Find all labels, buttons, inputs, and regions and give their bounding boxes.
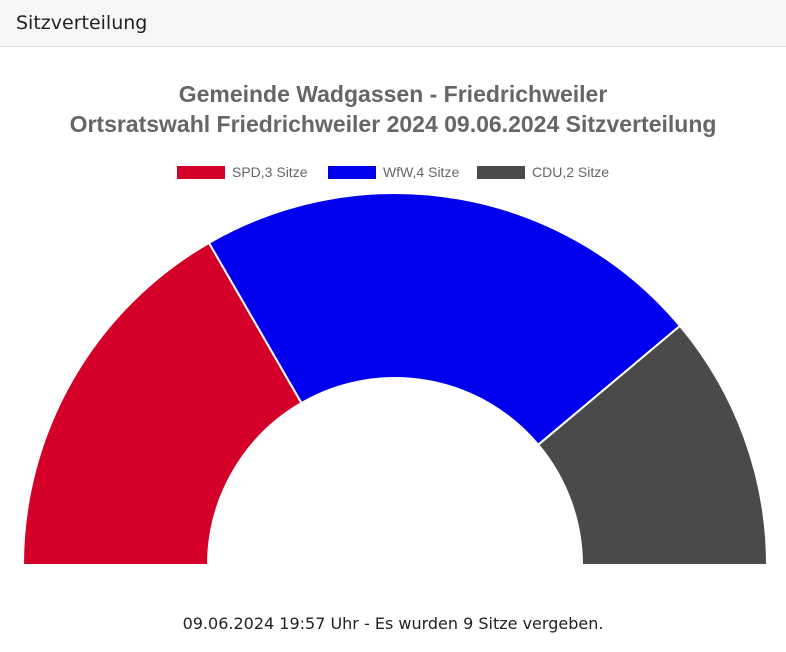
panel-title: Sitzverteilung [16,12,148,34]
legend-swatch-wfw [328,166,376,179]
legend-label-cdu: CDU,2 Sitze [532,164,610,180]
legend-label-spd: SPD,3 Sitze [232,164,308,180]
seat-segment-wfw[interactable] [207,192,682,447]
legend-swatch-spd [177,166,225,179]
panel-header: Sitzverteilung [0,0,786,47]
seat-segment-cdu[interactable] [536,324,769,566]
legend-label-wfw: WfW,4 Sitze [383,164,460,180]
legend-swatch-cdu [477,166,525,179]
chart-legend: SPD,3 Sitze WfW,4 Sitze CDU,2 Sitze [0,162,786,182]
footer-status: 09.06.2024 19:57 Uhr - Es wurden 9 Sitze… [182,614,604,633]
seat-segment-spd[interactable] [21,241,303,566]
seat-distribution-chart: Gemeinde Wadgassen - Friedrichweiler Ort… [0,48,786,608]
chart-title-line-2: Ortsratswahl Friedrichweiler 2024 09.06.… [69,111,717,137]
half-doughnut-plot [21,192,769,566]
chart-title-line-1: Gemeinde Wadgassen - Friedrichweiler [178,81,608,107]
